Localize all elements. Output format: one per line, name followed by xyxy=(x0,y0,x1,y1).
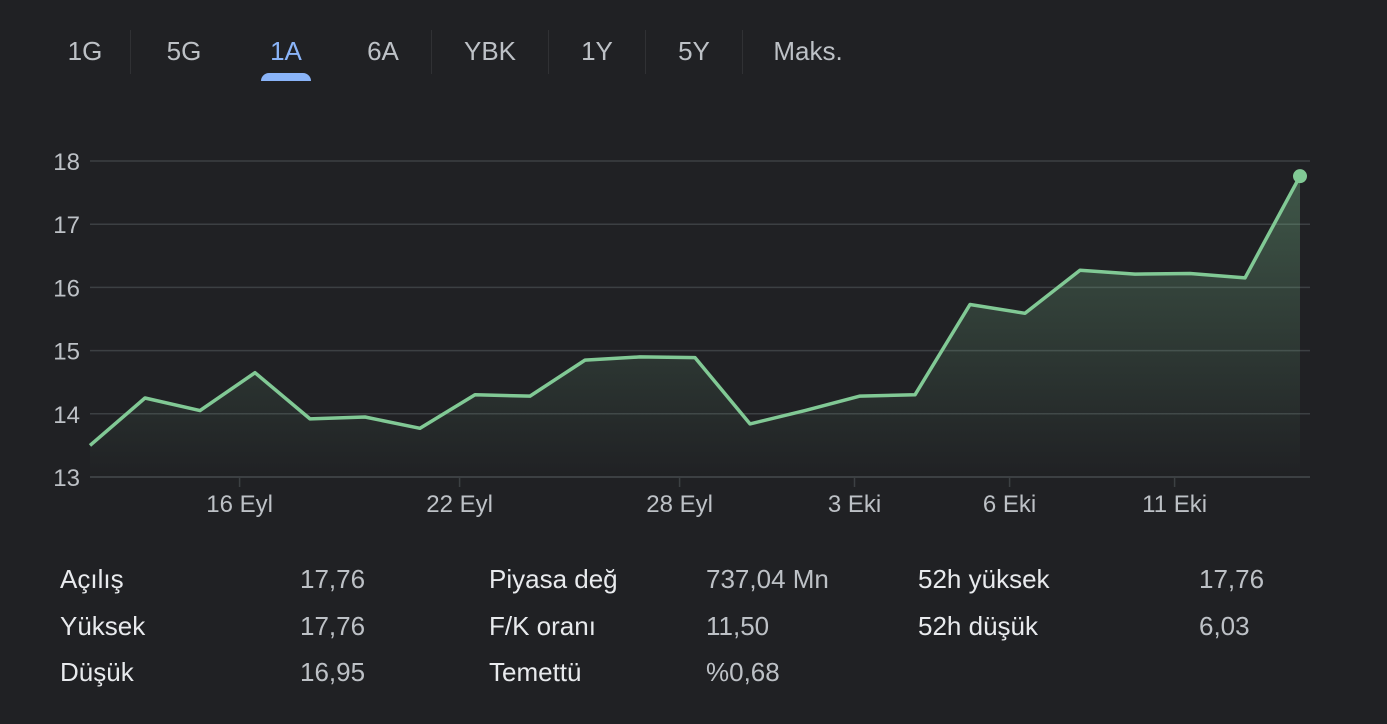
tab-separator xyxy=(130,30,131,74)
data-point-0 xyxy=(88,443,92,447)
x-tick-label: 6 Eki xyxy=(983,491,1036,518)
stat-label: Piyasa değ xyxy=(489,564,618,594)
stat-row-piyasa-deg: Piyasa değ 737,04 Mn xyxy=(0,564,900,610)
y-tick-label: 16 xyxy=(53,275,80,302)
price-chart: 13 14 15 16 17 18 16 Eyl 22 Eyl 28 Eyl 3 Eki 6 Ek… xyxy=(53,149,1310,518)
data-point-16 xyxy=(968,302,972,306)
tab-label: 6A xyxy=(367,36,399,66)
tab-6a[interactable]: 6A xyxy=(335,22,431,82)
data-point-6 xyxy=(418,426,422,430)
stat-value: 737,04 Mn xyxy=(706,564,829,594)
x-tick-label: 22 Eyl xyxy=(426,491,493,518)
stat-value: 17,76 xyxy=(300,564,366,594)
y-tick-label: 17 xyxy=(53,212,80,239)
x-axis: 16 Eyl 22 Eyl 28 Eyl 3 Eki 6 Eki 11 Eki xyxy=(206,477,1207,518)
tab-label: 5Y xyxy=(678,36,710,66)
tab-separator xyxy=(645,30,646,74)
data-point-8 xyxy=(528,394,532,398)
stat-value: 11,50 xyxy=(706,611,770,641)
stat-value: 6,03 xyxy=(1199,611,1250,641)
stat-label: F/K oranı xyxy=(489,611,596,641)
tab-separator xyxy=(742,30,743,74)
stat-label: 52h yüksek xyxy=(918,564,1050,594)
data-point-11 xyxy=(693,356,697,360)
stat-label: Açılış xyxy=(60,564,124,594)
tab-label: Maks. xyxy=(773,36,843,66)
tab-separator xyxy=(548,30,549,74)
tab-label: 1Y xyxy=(581,36,613,66)
tab-ybk[interactable]: YBK xyxy=(432,22,548,82)
stat-label: 52h düşük xyxy=(918,611,1038,641)
stat-label: Temettü xyxy=(489,657,582,687)
y-tick-label: 15 xyxy=(53,339,80,366)
data-point-1 xyxy=(143,396,147,400)
data-point-18 xyxy=(1078,268,1082,272)
stat-label: Düşük xyxy=(60,657,134,687)
stat-row-fk-orani: F/K oranı 11,50 xyxy=(0,611,900,657)
active-tab-indicator xyxy=(261,73,311,81)
tab-5g[interactable]: 5G xyxy=(131,22,237,82)
last-price-marker[interactable] xyxy=(1293,169,1307,184)
tab-1y[interactable]: 1Y xyxy=(549,22,645,82)
data-point-5 xyxy=(363,415,367,419)
y-tick-label: 18 xyxy=(53,149,80,176)
data-point-12 xyxy=(748,422,752,426)
y-axis: 13 14 15 16 17 18 xyxy=(53,149,80,492)
data-point-10 xyxy=(638,355,642,359)
data-point-14 xyxy=(858,394,862,398)
y-tick-label: 14 xyxy=(53,402,80,429)
data-point-21 xyxy=(1243,276,1247,280)
stat-row-dusuk: Düşük 16,95 xyxy=(0,657,460,703)
data-point-3 xyxy=(253,371,257,375)
x-tick-label: 3 Eki xyxy=(828,491,881,518)
y-tick-label: 13 xyxy=(53,465,80,492)
stat-row-52h-yuksek: 52h yüksek 17,76 xyxy=(0,564,1340,610)
x-tick-label: 11 Eki xyxy=(1142,491,1207,518)
data-point-20 xyxy=(1188,271,1192,275)
stat-row-yuksek: Yüksek 17,76 xyxy=(0,611,460,657)
range-tabs: 1G 5G 1A 6A YBK 1Y 5Y Maks. xyxy=(40,22,873,82)
stat-value: 16,95 xyxy=(300,657,366,687)
stat-value: 17,76 xyxy=(300,611,366,641)
data-point-19 xyxy=(1133,272,1137,276)
stat-row-temettu: Temettü %0,68 xyxy=(0,657,900,703)
tab-label: 1A xyxy=(270,36,302,66)
tab-maks[interactable]: Maks. xyxy=(743,22,873,82)
data-point-7 xyxy=(473,393,477,397)
tab-5y[interactable]: 5Y xyxy=(646,22,742,82)
data-point-15 xyxy=(913,393,917,397)
tab-label: YBK xyxy=(463,36,517,66)
price-area xyxy=(90,176,1300,477)
data-point-13 xyxy=(803,409,807,413)
tab-1g[interactable]: 1G xyxy=(40,22,130,82)
data-point-2 xyxy=(198,409,202,413)
x-tick-label: 16 Eyl xyxy=(206,491,273,518)
stat-value: %0,68 xyxy=(706,657,780,687)
tab-1a[interactable]: 1A xyxy=(237,22,335,82)
data-point-17 xyxy=(1023,311,1027,315)
tab-separator xyxy=(431,30,432,74)
price-line xyxy=(88,175,1302,447)
tab-label: 1G xyxy=(67,36,103,66)
stat-label: Yüksek xyxy=(60,611,146,641)
stat-value: 17,76 xyxy=(1199,564,1265,594)
tab-label: 5G xyxy=(166,36,202,66)
stat-row-acilis: Açılış 17,76 xyxy=(0,564,460,610)
data-point-4 xyxy=(308,417,312,421)
x-tick-label: 28 Eyl xyxy=(646,491,713,518)
stat-row-52h-dusuk: 52h düşük 6,03 xyxy=(0,611,1340,657)
data-point-9 xyxy=(583,358,587,362)
